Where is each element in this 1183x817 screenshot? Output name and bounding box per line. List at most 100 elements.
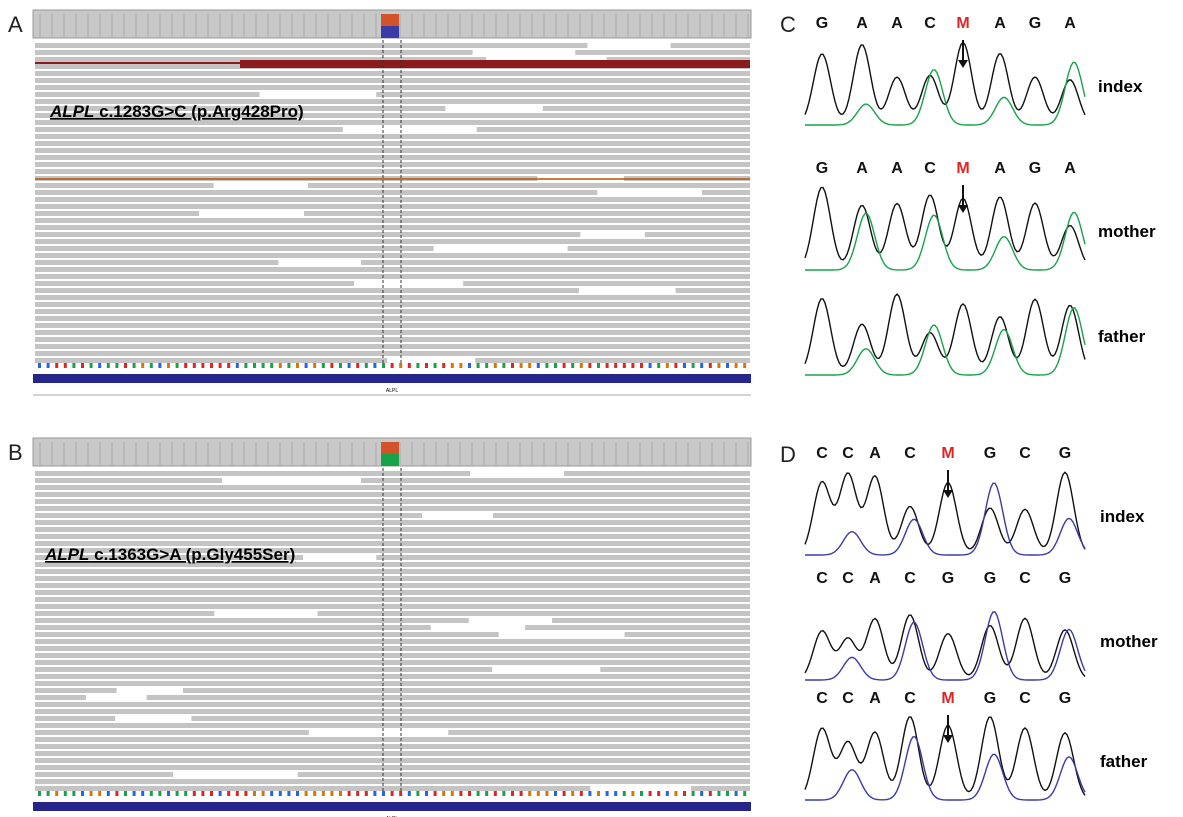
sequence-base (692, 791, 695, 796)
sample-name: mother (1100, 632, 1158, 651)
sequence-base (141, 363, 144, 368)
read-gap (469, 617, 552, 624)
sequence-base (373, 363, 376, 368)
read (35, 71, 750, 76)
read (35, 674, 750, 679)
sequence-base (391, 363, 394, 368)
sequence-base (296, 791, 299, 796)
sequence-base (623, 791, 626, 796)
trace (805, 737, 1085, 800)
sequence-base (399, 363, 402, 368)
base: A (856, 15, 868, 32)
sequence-base (236, 363, 239, 368)
sequence-base (408, 791, 411, 796)
base: C (842, 445, 854, 462)
read (35, 765, 750, 770)
sequence-base (270, 791, 273, 796)
sequence-base (244, 363, 247, 368)
sequence-base (743, 363, 746, 368)
sequence-base (296, 363, 299, 368)
sequence-base (330, 363, 333, 368)
sequence-base (64, 363, 67, 368)
base: G (1059, 570, 1071, 587)
sequence-base (356, 791, 359, 796)
sequence-base (735, 363, 738, 368)
caption-rest: c.1363G>A (p.Gly455Ser) (89, 545, 295, 564)
read (35, 267, 750, 272)
read (35, 534, 750, 539)
base: G (1059, 445, 1071, 462)
sequence-base (416, 363, 419, 368)
sequence-base (511, 791, 514, 796)
read (35, 295, 750, 300)
sequence-base (511, 363, 514, 368)
base: A (869, 570, 881, 587)
read (35, 576, 750, 581)
read-gap (580, 231, 644, 238)
panel-letter: B (8, 440, 23, 465)
read (35, 148, 750, 153)
sequence-base (459, 363, 462, 368)
sequence-base (528, 791, 531, 796)
base: G (984, 690, 996, 707)
sequence-base (107, 791, 110, 796)
arrow-head (943, 490, 953, 498)
read-gap (117, 687, 183, 694)
read (35, 218, 750, 223)
sequence-base (227, 791, 230, 796)
sequence-base (683, 791, 686, 796)
sequence-base (124, 363, 127, 368)
panel-letter: A (8, 12, 23, 37)
sequence-base (571, 363, 574, 368)
sequence-base (537, 791, 540, 796)
sequence-base (305, 363, 308, 368)
base: M (941, 445, 954, 462)
sample-name: father (1100, 752, 1148, 771)
panel-letter: C (780, 12, 796, 37)
base: G (816, 15, 828, 32)
sequence-base (201, 363, 204, 368)
sequence-base (81, 363, 84, 368)
sequence-base (640, 363, 643, 368)
sequence-base (176, 363, 179, 368)
sequence-base (399, 791, 402, 796)
sequence-base (90, 363, 93, 368)
trace (805, 188, 1085, 261)
read (35, 246, 750, 251)
base: C (1019, 570, 1031, 587)
sequence-base (55, 363, 58, 368)
base: G (1029, 160, 1041, 177)
base: G (984, 570, 996, 587)
sequence-base (176, 791, 179, 796)
caption: ALPL c.1363G>A (p.Gly455Ser) (44, 545, 295, 564)
trace (805, 213, 1085, 270)
sample-name: father (1098, 327, 1146, 346)
read (35, 204, 750, 209)
base: A (994, 15, 1006, 32)
base: G (1059, 690, 1071, 707)
read (35, 681, 750, 686)
read (35, 737, 750, 742)
caption-gene: ALPL (44, 545, 89, 564)
figure: AALPLALPL c.1283G>C (p.Arg428Pro)BALPLAL… (0, 0, 1183, 817)
sequence-base (124, 791, 127, 796)
read (35, 274, 750, 279)
sequence-base (657, 363, 660, 368)
sequence-base (365, 363, 368, 368)
read (35, 772, 750, 777)
sequence-base (683, 363, 686, 368)
read (35, 330, 750, 335)
read-gap (473, 49, 576, 56)
sequence-base (700, 791, 703, 796)
sequence-base (434, 791, 437, 796)
sequence-base (416, 791, 419, 796)
base: C (1019, 690, 1031, 707)
sequence-base (287, 791, 290, 796)
read (35, 211, 750, 216)
read (35, 485, 750, 490)
base: M (956, 15, 969, 32)
sequence-base (382, 791, 385, 796)
read (35, 723, 750, 728)
sequence-base (391, 791, 394, 796)
read-gap (173, 771, 298, 778)
